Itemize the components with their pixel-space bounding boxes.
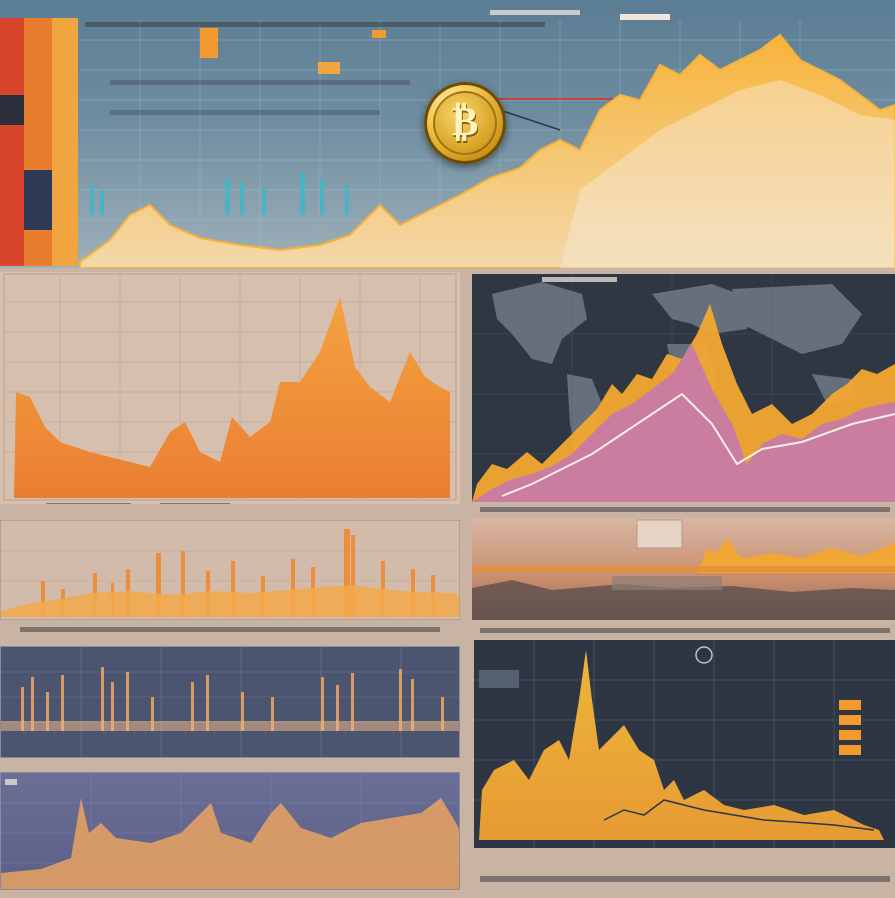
world-map-chart-panel — [472, 274, 895, 502]
dark-peaks-chart — [474, 640, 895, 848]
orange-area — [14, 297, 450, 498]
orange-bars-chart — [1, 529, 459, 617]
spiky-bars — [21, 667, 444, 731]
sunset-bars — [697, 538, 895, 573]
header-tick-row — [85, 22, 545, 27]
top-label-chips — [200, 14, 670, 74]
header-strip — [490, 10, 580, 15]
dark-horizon — [472, 580, 895, 620]
dark-peaks-line — [603, 799, 875, 831]
side-bar-red — [0, 18, 24, 266]
top-teal-bars — [90, 172, 349, 215]
row4-right-caption — [480, 628, 890, 633]
spiky-bars-chart — [1, 647, 459, 757]
purple-corner-label — [5, 779, 17, 785]
sunset-strip-panel — [472, 518, 895, 620]
dark-diagonal — [499, 109, 561, 131]
purple-spikes-chart — [1, 773, 459, 889]
bottom-right-caption — [480, 876, 890, 882]
top-banner-chart — [0, 14, 895, 268]
header-tick-row-2 — [110, 110, 380, 115]
orange-bars-base — [1, 585, 459, 617]
orange-bars-panel — [0, 520, 460, 620]
header-tick-row-3 — [110, 80, 410, 85]
dark-peaks-panel — [474, 640, 895, 848]
world-map-chart — [472, 274, 895, 502]
sunset-strip-chart — [472, 519, 895, 620]
orange-area-chart — [3, 273, 457, 501]
purple-spikes-panel — [0, 772, 460, 890]
row3-left-caption — [20, 627, 440, 632]
orange-area-chart-panel — [0, 272, 460, 504]
purple-spikes-area — [1, 798, 459, 889]
orange-chart-caption-2 — [160, 503, 230, 504]
top-banner-chart-panel — [0, 0, 895, 268]
top-light-overlay — [560, 80, 895, 268]
map-header-strip — [542, 277, 617, 282]
bitcoin-coin-icon: ₿ — [424, 82, 506, 164]
map-magenta-area — [472, 344, 895, 502]
side-bar-navy — [24, 170, 52, 230]
top-orange-area — [79, 33, 895, 268]
orange-chart-caption — [46, 503, 131, 504]
row3-right-caption — [480, 507, 890, 512]
dark-peaks-area — [479, 650, 884, 840]
side-bar-amber — [52, 18, 78, 266]
side-bar-dark — [0, 95, 24, 125]
spiky-bars-panel — [0, 646, 460, 758]
map-white-line — [501, 392, 895, 497]
